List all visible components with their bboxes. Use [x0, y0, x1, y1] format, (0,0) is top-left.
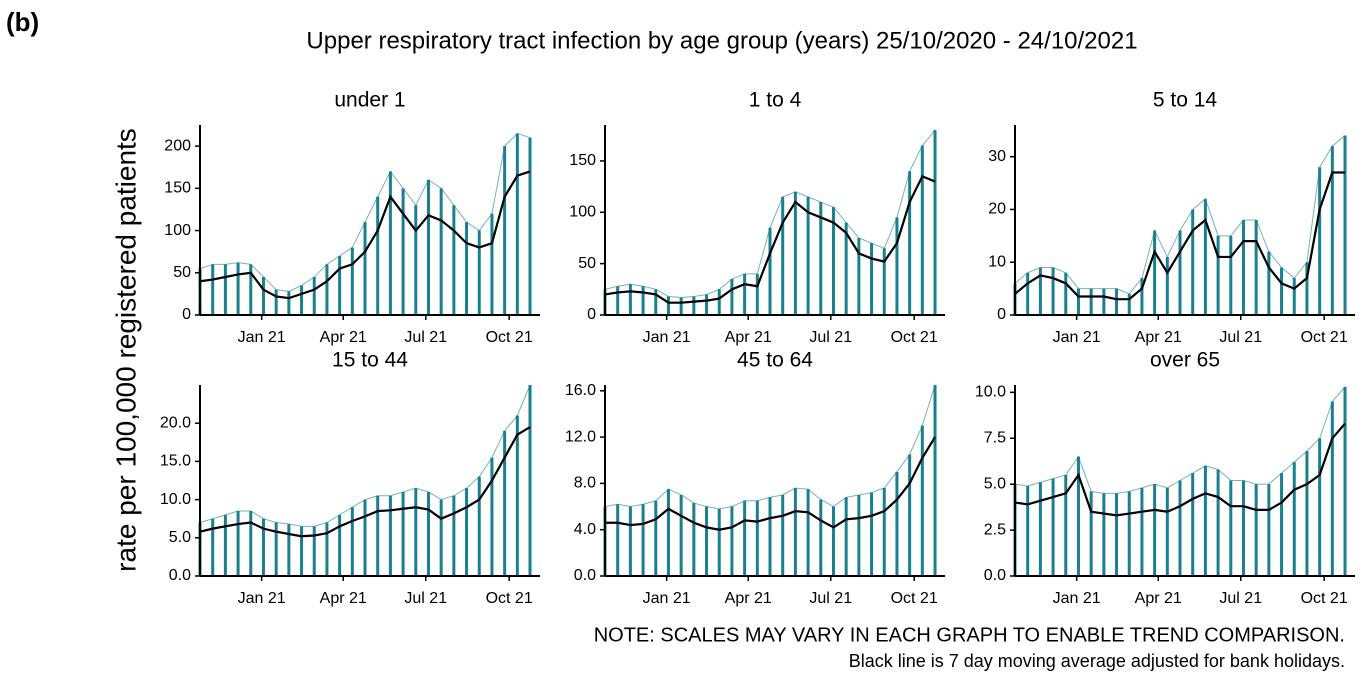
moving-average-line: [199, 170, 531, 300]
x-tick-label: Jul 21: [809, 329, 852, 346]
y-tick-label: 7.5: [984, 429, 1006, 446]
y-tick-label: 50: [578, 255, 596, 272]
y-tick-label: 10.0: [975, 384, 1006, 401]
x-tick-label: Oct 21: [891, 329, 938, 346]
y-tick-label: 10.0: [160, 491, 191, 508]
y-tick-label: 0: [997, 306, 1006, 323]
panel-label: (b): [6, 7, 39, 37]
x-tick-label: Jul 21: [404, 590, 447, 607]
y-tick-label: 15.0: [160, 453, 191, 470]
x-tick-label: Oct 21: [1301, 590, 1348, 607]
y-tick-label: 50: [173, 264, 191, 281]
x-tick-label: Apr 21: [1135, 329, 1182, 346]
moving-average-line: [199, 426, 531, 538]
y-tick-label: 4.0: [574, 521, 596, 538]
y-tick-label: 0: [587, 306, 596, 323]
x-tick-label: Apr 21: [320, 590, 367, 607]
y-tick-label: 8.0: [574, 475, 596, 492]
x-tick-label: Jul 21: [404, 329, 447, 346]
daily-line: [604, 384, 936, 510]
y-tick-label: 5.0: [984, 475, 1006, 492]
daily-line: [199, 384, 531, 527]
x-tick-label: Apr 21: [725, 329, 772, 346]
y-tick-label: 0.0: [169, 567, 191, 584]
panel-title: 45 to 64: [737, 349, 813, 372]
daily-line: [1014, 386, 1346, 494]
y-tick-label: 150: [164, 180, 191, 197]
y-tick-label: 12.0: [565, 428, 596, 445]
moving-average-line: [605, 436, 936, 531]
y-tick-label: 100: [164, 222, 191, 239]
x-tick-label: Oct 21: [1301, 329, 1348, 346]
daily-line: [1014, 135, 1346, 295]
y-tick-label: 10: [988, 253, 1006, 270]
y-tick-label: 100: [569, 204, 596, 221]
moving-average-line: [1014, 422, 1346, 517]
x-tick-label: Jan 21: [1053, 590, 1101, 607]
x-tick-label: Oct 21: [486, 329, 533, 346]
chart-title: Upper respiratory tract infection by age…: [306, 27, 1137, 54]
moving-average-line: [1014, 171, 1346, 301]
y-tick-label: 150: [569, 152, 596, 169]
x-tick-label: Jul 21: [1219, 590, 1262, 607]
y-tick-label: 20.0: [160, 414, 191, 431]
x-tick-label: Oct 21: [891, 590, 938, 607]
daily-line: [604, 129, 936, 299]
moving-average-line: [604, 174, 936, 304]
y-tick-label: 0: [182, 306, 191, 323]
y-tick-label: 0.0: [574, 567, 596, 584]
panel-title: under 1: [334, 89, 405, 112]
x-tick-label: Jan 21: [643, 590, 691, 607]
note: NOTE: SCALES MAY VARY IN EACH GRAPH TO E…: [594, 624, 1345, 646]
y-tick-label: 16.0: [565, 382, 596, 399]
x-tick-label: Oct 21: [486, 590, 533, 607]
x-tick-label: Apr 21: [1135, 590, 1182, 607]
y-axis-label: rate per 100,000 registered patients: [110, 128, 141, 572]
x-tick-label: Apr 21: [320, 329, 367, 346]
x-tick-label: Jul 21: [1219, 329, 1262, 346]
y-tick-label: 30: [988, 148, 1006, 165]
x-tick-label: Jul 21: [809, 590, 852, 607]
panel-title: 5 to 14: [1153, 89, 1218, 112]
y-tick-label: 20: [988, 201, 1006, 218]
panel-title: 15 to 44: [332, 349, 408, 372]
x-tick-label: Jan 21: [238, 590, 286, 607]
x-tick-label: Jan 21: [1053, 329, 1101, 346]
x-tick-label: Jan 21: [238, 329, 286, 346]
x-tick-label: Apr 21: [725, 590, 772, 607]
y-tick-label: 0.0: [984, 567, 1006, 584]
panel-title: over 65: [1150, 349, 1220, 372]
y-tick-label: 5.0: [169, 529, 191, 546]
daily-line: [199, 132, 531, 292]
y-tick-label: 200: [164, 137, 191, 154]
panel-title: 1 to 4: [749, 89, 802, 112]
x-tick-label: Jan 21: [643, 329, 691, 346]
note: Black line is 7 day moving average adjus…: [849, 651, 1345, 671]
y-tick-label: 2.5: [984, 521, 1006, 538]
